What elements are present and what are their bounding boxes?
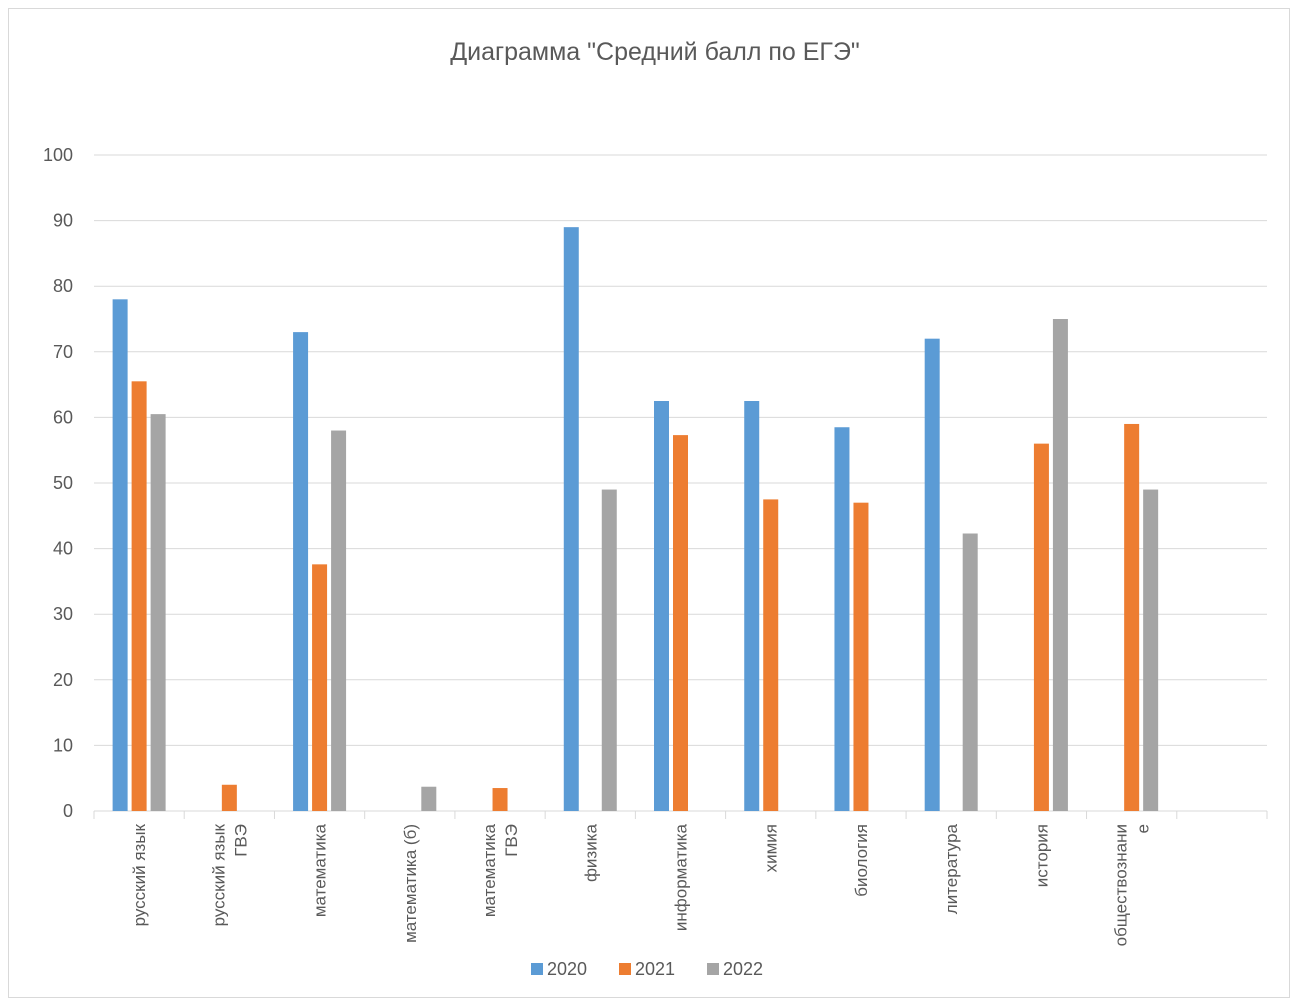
bar-2022 (331, 430, 347, 811)
bar-2022 (962, 533, 978, 811)
y-tick-label: 50 (53, 473, 73, 493)
y-tick-label: 40 (53, 539, 73, 559)
bar-2021 (131, 381, 147, 811)
bar-2020 (744, 401, 760, 811)
bar-2020 (924, 338, 940, 811)
x-tick-label: математика (б) (401, 824, 420, 943)
bar-2022 (1143, 489, 1159, 811)
x-tick-label: е (1134, 824, 1153, 833)
legend-label: 2020 (547, 959, 587, 979)
x-tick-label: математика (311, 823, 330, 917)
x-tick-label: биология (852, 824, 871, 897)
bar-2021 (1124, 423, 1140, 811)
x-tick-label: обществознани (1112, 824, 1131, 946)
x-tick-label: русский язык (130, 823, 149, 926)
legend-swatch (619, 963, 631, 975)
y-tick-label: 0 (63, 801, 73, 821)
bar-2020 (112, 299, 128, 811)
x-tick-label: информатика (672, 823, 691, 931)
bar-2021 (312, 564, 328, 811)
legend-swatch (531, 963, 543, 975)
y-tick-label: 60 (53, 407, 73, 427)
y-tick-label: 80 (53, 276, 73, 296)
x-tick-label: русский язык (209, 823, 228, 926)
chart-title: Диаграмма "Средний балл по ЕГЭ" (450, 38, 860, 66)
y-tick-label: 100 (43, 145, 73, 165)
x-tick-label: математика (480, 823, 499, 917)
bar-2020 (293, 332, 309, 811)
legend-swatch (707, 963, 719, 975)
bar-2022 (421, 786, 437, 811)
bar-2021 (853, 502, 869, 811)
x-tick-label: литература (942, 823, 961, 914)
x-tick-label: ГВЭ (502, 824, 521, 857)
y-tick-label: 70 (53, 342, 73, 362)
bar-2022 (1052, 319, 1068, 811)
y-tick-label: 10 (53, 735, 73, 755)
bar-2021 (763, 499, 779, 811)
bar-2021 (673, 435, 688, 811)
bar-2021 (221, 784, 237, 811)
x-tick-label: ГВЭ (231, 824, 250, 857)
x-tick-label: химия (762, 824, 781, 872)
bar-2021 (492, 788, 508, 811)
bar-2020 (654, 401, 669, 811)
y-tick-label: 20 (53, 670, 73, 690)
y-tick-label: 30 (53, 604, 73, 624)
bar-2021 (1033, 443, 1049, 811)
legend-label: 2022 (723, 959, 763, 979)
bar-2020 (834, 427, 850, 811)
chart-frame (8, 8, 1290, 998)
y-tick-label: 90 (53, 211, 73, 231)
x-tick-label: история (1032, 824, 1051, 887)
x-tick-label: физика (581, 823, 600, 882)
bar-2022 (601, 489, 617, 811)
bar-2020 (563, 227, 579, 811)
bar-2022 (150, 414, 166, 811)
legend-label: 2021 (635, 959, 675, 979)
